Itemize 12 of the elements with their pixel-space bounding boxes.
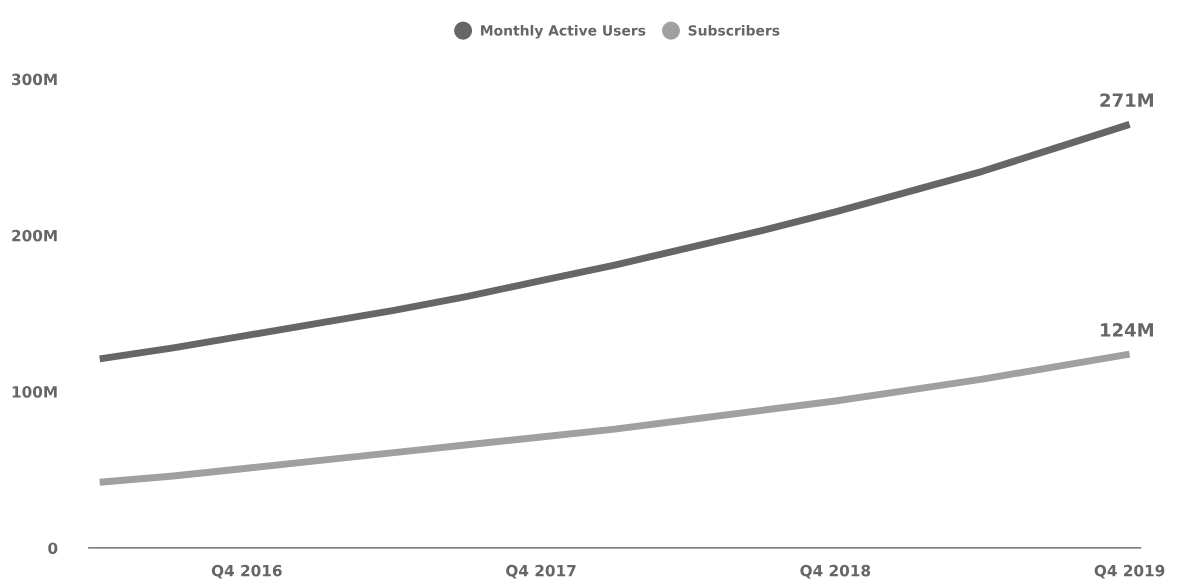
legend-label: Monthly Active Users <box>481 24 646 39</box>
data-label: 124M <box>1101 323 1153 337</box>
y-tick-label: 0 <box>48 542 58 554</box>
x-tick-label: Q4 2019 <box>1094 564 1165 579</box>
x-tick-label: Q4 2018 <box>800 564 871 579</box>
data-label: 271M <box>1100 93 1153 107</box>
x-tick-label: Q4 2017 <box>506 564 576 579</box>
y-tick-label: 200M <box>12 229 57 242</box>
x-tick-label: Q4 2016 <box>211 564 282 579</box>
y-tick-label: 300M <box>12 73 57 86</box>
legend-label: Subscribers <box>688 24 780 36</box>
y-tick-label: 100M <box>12 386 57 398</box>
